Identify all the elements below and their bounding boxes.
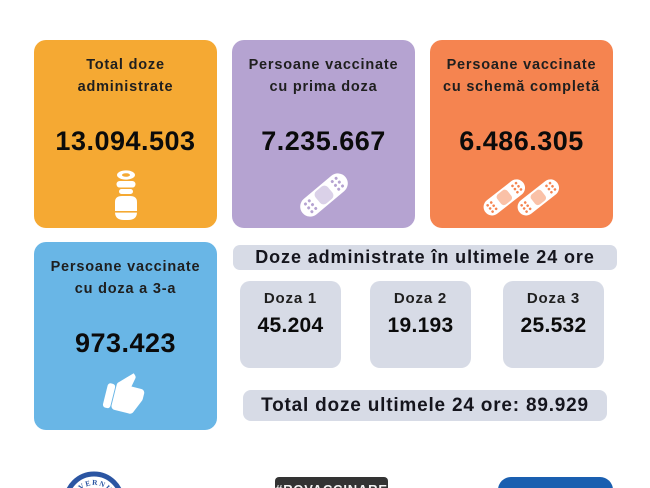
dose-box-3: Doza 3 25.532 [503,281,604,368]
bandage-icon [232,170,415,220]
card-value: 13.094.503 [55,126,196,156]
card-title: Total doze administrate [34,40,217,99]
dose-value: 45.204 [257,314,324,337]
card-title-line1: Total doze [86,57,165,73]
card-full-scheme: Persoane vaccinate cu schemă completă 6.… [430,40,613,228]
dose-label: Doza 1 [263,290,318,307]
card-value: 973.423 [74,328,177,358]
dose-value: 25.532 [520,314,587,337]
last24-total: Total doze ultimele 24 ore: 89.929 [243,390,607,421]
card-total-doses: Total doze administrate 13.094.503 [34,40,217,228]
card-value: 7.235.667 [261,126,386,156]
card-title-line1: Persoane vaccinate [446,57,597,73]
card-first-dose: Persoane vaccinate cu prima doza 7.235.6… [232,40,415,228]
vial-icon [34,170,217,220]
card-title-line2: cu prima doza [269,78,378,95]
card-title-line1: Persoane vaccinate [50,259,201,275]
card-third-dose: Persoane vaccinate cu doza a 3-a 973.423 [34,242,217,430]
card-title: Persoane vaccinate cu doza a 3-a [34,242,217,301]
card-title: Persoane vaccinate cu prima doza [232,40,415,99]
card-value: 6.486.305 [459,126,584,156]
card-title-line2: administrate [77,78,174,95]
partner-logo [498,477,613,488]
dose-label: Doza 3 [526,290,581,307]
government-seal-logo: GUVERNUL ROMÂNIEI [59,463,125,488]
card-title-line2: cu schemă completă [442,78,601,95]
double-bandage-icon [430,170,613,220]
card-title-line1: Persoane vaccinate [248,57,399,73]
dose-box-1: Doza 1 45.204 [240,281,341,368]
card-title: Persoane vaccinate cu schemă completă [430,40,613,99]
last24-header: Doze administrate în ultimele 24 ore [233,245,617,270]
thumbs-up-icon [34,372,217,418]
dose-value: 19.193 [387,314,454,337]
dose-label: Doza 2 [393,290,448,307]
card-title-line2: cu doza a 3-a [74,280,177,297]
campaign-hashtag-badge: #ROVACCINARE [275,477,388,488]
dose-box-2: Doza 2 19.193 [370,281,471,368]
